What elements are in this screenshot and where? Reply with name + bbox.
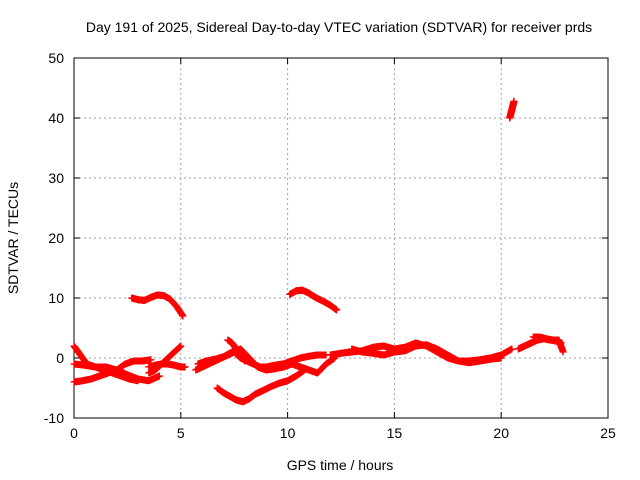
- axis-ticks: 0 5 10 15 20 25 -10 0 10 20 30 40 50: [44, 50, 616, 441]
- data-point: [510, 97, 518, 105]
- x-tick-label: 25: [600, 425, 616, 441]
- x-tick-label: 10: [280, 425, 296, 441]
- data-point: [241, 357, 249, 365]
- x-axis-label: GPS time / hours: [287, 457, 394, 473]
- data-point: [155, 372, 163, 380]
- data-point: [508, 345, 516, 353]
- data-point: [147, 356, 155, 364]
- series-dip-to-8: [213, 384, 266, 406]
- y-tick-label: 50: [48, 50, 64, 66]
- series-flat-to-5: [145, 360, 189, 371]
- x-tick-label: 0: [70, 425, 78, 441]
- data-point: [333, 306, 341, 314]
- series-spike: [506, 97, 518, 122]
- data-point: [497, 354, 505, 362]
- series-peak-near-7-5: [224, 336, 249, 365]
- y-axis-label: SDTVAR / TECUs: [5, 182, 21, 294]
- data-points: [70, 97, 567, 406]
- y-tick-label: 40: [48, 110, 64, 126]
- y-tick-label: 30: [48, 170, 64, 186]
- data-point: [181, 363, 189, 371]
- x-tick-label: 20: [493, 425, 509, 441]
- y-tick-label: -10: [44, 410, 64, 426]
- series-tail-upper: [529, 333, 567, 356]
- series-arc-upper-1: [128, 291, 187, 320]
- x-tick-label: 5: [177, 425, 185, 441]
- series-band-late-b: [348, 341, 505, 367]
- data-point: [559, 348, 567, 356]
- x-tick-label: 15: [387, 425, 403, 441]
- series-rise-from-8: [258, 366, 309, 395]
- series-band-early-c: [70, 360, 163, 385]
- y-tick-label: 20: [48, 230, 64, 246]
- series-arc-upper-2: [286, 286, 341, 314]
- data-point: [179, 312, 187, 320]
- series-band-mid-b: [194, 345, 339, 377]
- y-tick-label: 0: [56, 350, 64, 366]
- data-point: [177, 342, 185, 350]
- grid-lines: [74, 58, 608, 418]
- y-tick-label: 10: [48, 290, 64, 306]
- chart-title: Day 191 of 2025, Sidereal Day-to-day VTE…: [86, 19, 592, 35]
